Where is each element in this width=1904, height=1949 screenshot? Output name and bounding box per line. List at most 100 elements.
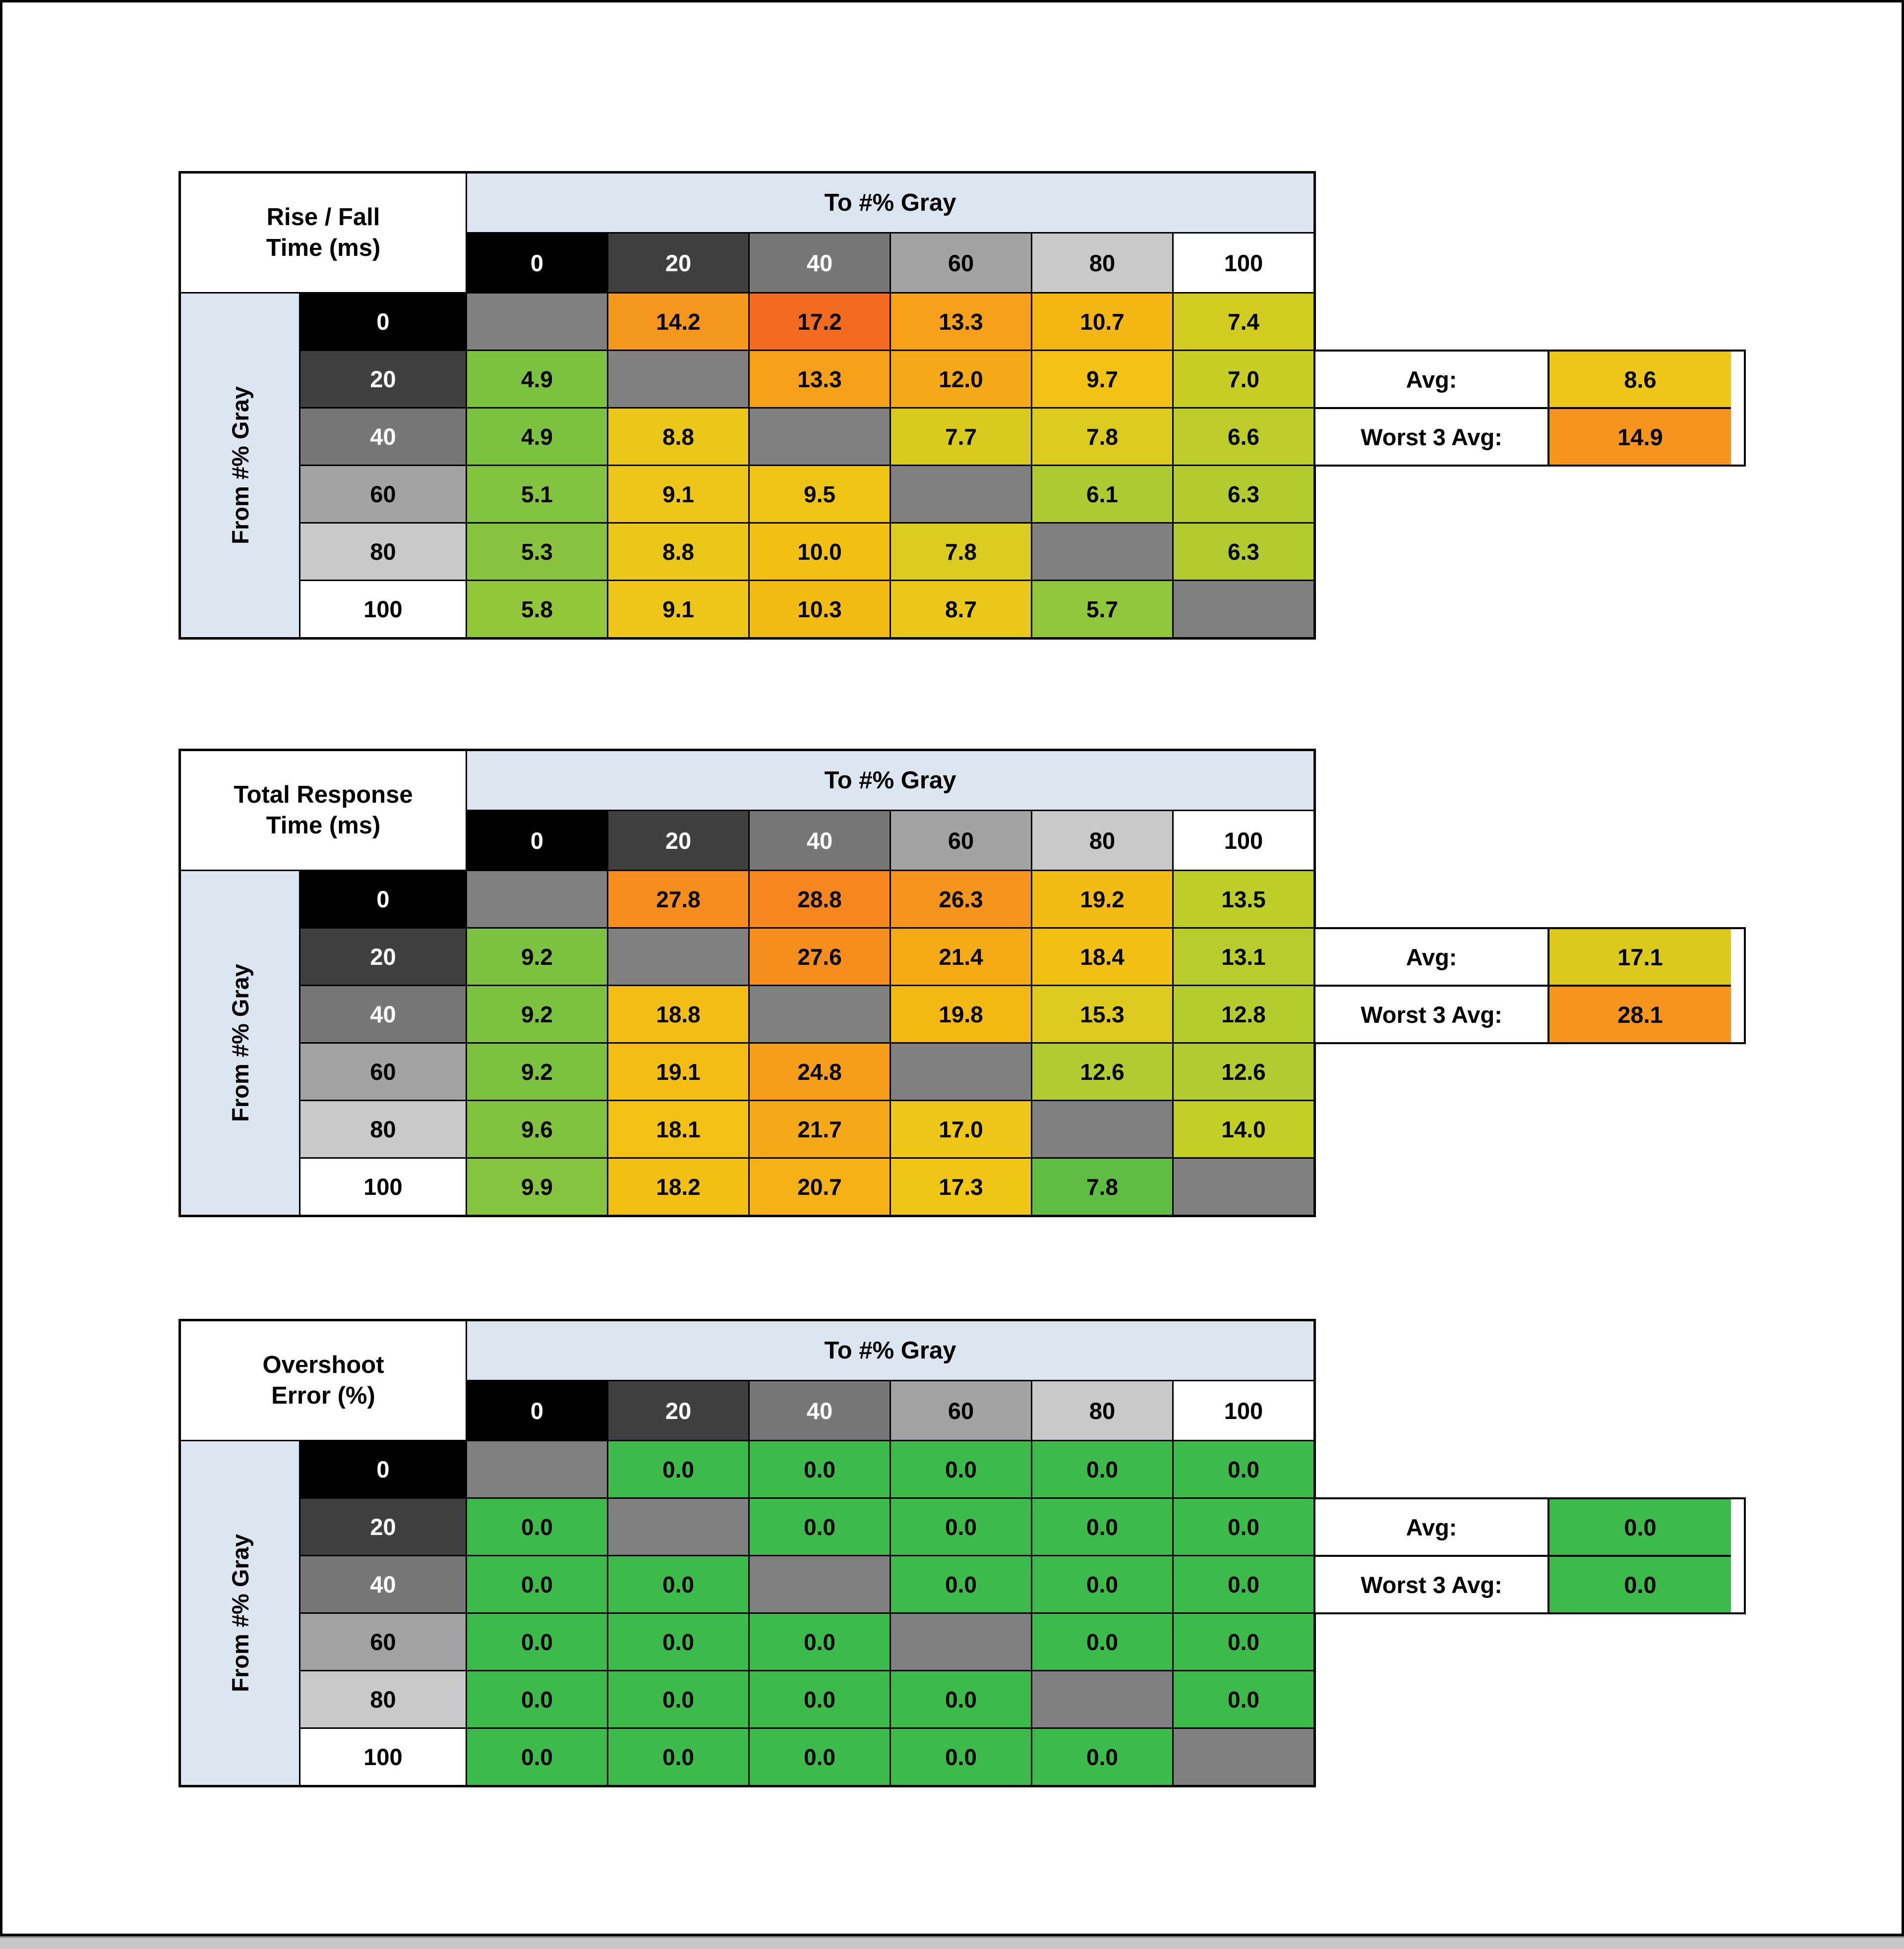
row-header-80: 80 xyxy=(300,524,466,580)
heatmap-cell: 0.0 xyxy=(608,1671,748,1727)
row-axis-label: From #% Gray xyxy=(181,871,299,1215)
heatmap-cell: 4.9 xyxy=(467,351,607,407)
heatmap-cell: 15.3 xyxy=(1032,986,1172,1042)
heatmap-cell: 0.0 xyxy=(608,1729,748,1785)
diagonal-cell xyxy=(1032,1671,1172,1727)
worst3-value: 14.9 xyxy=(1549,409,1731,465)
heatmap-cell: 0.0 xyxy=(1032,1499,1172,1555)
heatmap-cell: 0.0 xyxy=(891,1556,1031,1612)
col-header-100: 100 xyxy=(1174,1381,1313,1440)
heatmap-cell: 0.0 xyxy=(608,1614,748,1670)
col-header-100: 100 xyxy=(1174,811,1313,870)
diagonal-cell xyxy=(467,294,607,350)
diagonal-cell xyxy=(1032,524,1172,580)
avg-value: 17.1 xyxy=(1549,929,1731,985)
heatmap-cell: 0.0 xyxy=(1032,1614,1172,1670)
avg-label: Avg: xyxy=(1315,1499,1547,1555)
col-header-100: 100 xyxy=(1174,234,1313,292)
table-title-line1: Rise / Fall xyxy=(266,204,380,231)
avg-summary-grid: Avg: 8.6 Worst 3 Avg: 14.9 xyxy=(1315,352,1731,465)
table-title-line2: Time (ms) xyxy=(266,234,381,261)
heatmap-cell: 12.6 xyxy=(1032,1044,1172,1100)
col-header-60: 60 xyxy=(891,811,1031,870)
heatmap-cell: 6.1 xyxy=(1032,466,1172,522)
row-header-60: 60 xyxy=(300,1614,466,1670)
col-axis-label: To #% Gray xyxy=(467,1321,1313,1380)
row-axis-label: From #% Gray xyxy=(181,1441,299,1785)
heatmap-cell: 9.5 xyxy=(750,466,890,522)
worst3-label: Worst 3 Avg: xyxy=(1315,1557,1547,1612)
avg-summary-grid: Avg: 0.0 Worst 3 Avg: 0.0 xyxy=(1315,1499,1731,1612)
col-header-80: 80 xyxy=(1032,1381,1172,1440)
heatmap-cell: 18.1 xyxy=(608,1101,748,1157)
col-axis-label: To #% Gray xyxy=(467,751,1313,810)
avg-value: 0.0 xyxy=(1549,1499,1731,1555)
diagonal-cell xyxy=(891,1614,1031,1670)
col-header-0: 0 xyxy=(467,811,607,870)
diagonal-cell xyxy=(608,929,748,985)
row-header-0: 0 xyxy=(300,871,466,927)
heatmap-cell: 0.0 xyxy=(1174,1614,1313,1670)
heatmap-grid: Overshoot Error (%) To #% Gray 0 20 40 60 80 100… xyxy=(178,1319,1316,1787)
heatmap-cell: 0.0 xyxy=(608,1556,748,1612)
col-header-20: 20 xyxy=(608,811,748,870)
heatmap-cell: 0.0 xyxy=(467,1729,607,1785)
heatmap-cell: 0.0 xyxy=(467,1614,607,1670)
heatmap-cell: 9.1 xyxy=(608,581,748,637)
heatmap-cell: 10.7 xyxy=(1032,294,1172,350)
window-bottom-bar xyxy=(0,1936,1904,1949)
row-axis-label: From #% Gray xyxy=(181,294,299,637)
heatmap-cell: 12.6 xyxy=(1174,1044,1313,1100)
heatmap-cell: 7.8 xyxy=(891,524,1031,580)
heatmap-cell: 12.8 xyxy=(1174,986,1313,1042)
heatmap-cell: 6.3 xyxy=(1174,524,1313,580)
heatmap-cell: 0.0 xyxy=(1032,1556,1172,1612)
row-header-0: 0 xyxy=(300,294,466,350)
heatmap-cell: 19.8 xyxy=(891,986,1031,1042)
heatmap-cell: 27.6 xyxy=(750,929,890,985)
heatmap-cell: 0.0 xyxy=(891,1671,1031,1727)
heatmap-cell: 10.3 xyxy=(750,581,890,637)
col-header-40: 40 xyxy=(750,234,890,292)
heatmap-cell: 5.1 xyxy=(467,466,607,522)
col-header-80: 80 xyxy=(1032,234,1172,292)
heatmap-cell: 7.0 xyxy=(1174,351,1313,407)
heatmap-cell: 0.0 xyxy=(750,1499,890,1555)
heatmap-cell: 14.0 xyxy=(1174,1101,1313,1157)
heatmap-cell: 0.0 xyxy=(750,1729,890,1785)
heatmap-cell: 0.0 xyxy=(750,1614,890,1670)
diagonal-cell xyxy=(608,1499,748,1555)
heatmap-cell: 10.0 xyxy=(750,524,890,580)
row-header-40: 40 xyxy=(300,409,466,465)
row-header-40: 40 xyxy=(300,1556,466,1612)
worst3-label: Worst 3 Avg: xyxy=(1315,987,1547,1042)
overshoot-error-table: Overshoot Error (%) To #% Gray 0 20 40 60 80 100… xyxy=(178,1319,1746,1787)
heatmap-cell: 5.3 xyxy=(467,524,607,580)
avg-label: Avg: xyxy=(1315,929,1547,985)
avg-summary-grid: Avg: 17.1 Worst 3 Avg: 28.1 xyxy=(1315,929,1731,1042)
heatmap-cell: 19.2 xyxy=(1032,871,1172,927)
heatmap-cell: 7.4 xyxy=(1174,294,1313,350)
row-axis-label-text: From #% Gray xyxy=(227,1534,253,1692)
diagonal-cell xyxy=(467,1441,607,1497)
heatmap-cell: 28.8 xyxy=(750,871,890,927)
heatmap-cell: 5.7 xyxy=(1032,581,1172,637)
heatmap-cell: 0.0 xyxy=(467,1671,607,1727)
heatmap-cell: 0.0 xyxy=(608,1441,748,1497)
heatmap-cell: 13.3 xyxy=(750,351,890,407)
row-header-100: 100 xyxy=(300,581,466,637)
table-title: Overshoot Error (%) xyxy=(181,1321,466,1440)
diagonal-cell xyxy=(1032,1101,1172,1157)
heatmap-cell: 0.0 xyxy=(750,1441,890,1497)
diagonal-cell xyxy=(750,409,890,465)
heatmap-cell: 9.9 xyxy=(467,1159,607,1215)
heatmap-cell: 18.4 xyxy=(1032,929,1172,985)
col-header-60: 60 xyxy=(891,234,1031,292)
avg-summary-box: Avg: 0.0 Worst 3 Avg: 0.0 xyxy=(1313,1497,1746,1614)
heatmap-cell: 9.6 xyxy=(467,1101,607,1157)
heatmap-cell: 18.8 xyxy=(608,986,748,1042)
row-header-40: 40 xyxy=(300,986,466,1042)
heatmap-cell: 0.0 xyxy=(1032,1729,1172,1785)
heatmap-cell: 0.0 xyxy=(1032,1441,1172,1497)
diagonal-cell xyxy=(1174,1729,1313,1785)
